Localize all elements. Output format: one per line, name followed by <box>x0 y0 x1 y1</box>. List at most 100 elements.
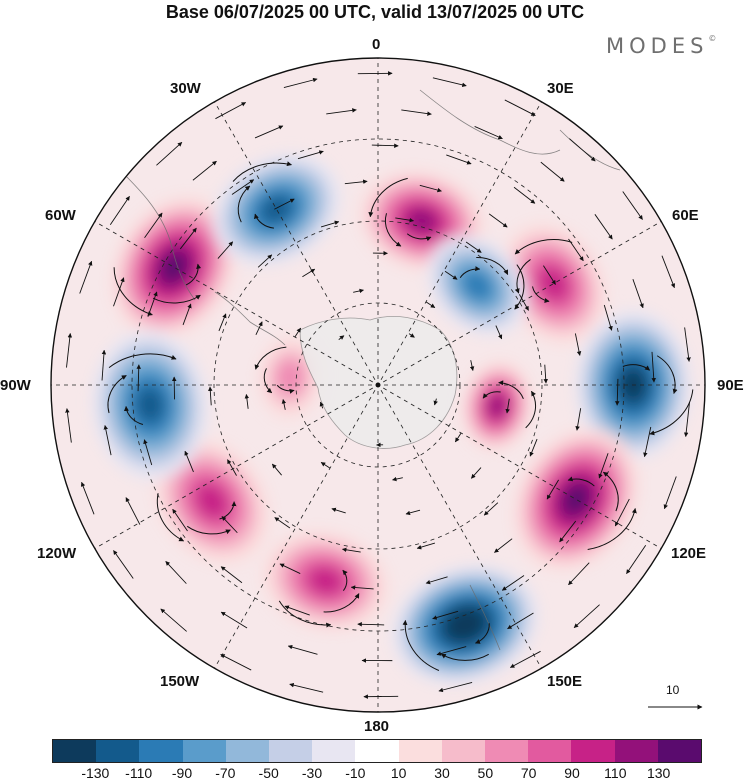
wind-arrow <box>507 612 534 630</box>
lon-label-30e: 30E <box>547 80 574 97</box>
wind-arrow <box>143 439 153 466</box>
circulation-streamline <box>482 391 501 399</box>
wind-arrow <box>350 585 374 590</box>
wind-arrow <box>513 186 536 204</box>
wind-arrow <box>220 611 248 629</box>
lon-label-90w: 90W <box>0 377 31 394</box>
colorbar <box>52 739 702 763</box>
colorbar-swatch <box>225 740 270 762</box>
lon-label-60e: 60E <box>672 207 699 224</box>
wind-arrow <box>66 332 73 368</box>
wind-arrow <box>626 544 647 575</box>
positive-anomaly-contour <box>196 484 228 519</box>
colorbar-tick-label: -50 <box>258 765 279 781</box>
wind-arrow <box>281 399 287 410</box>
circulation-streamline <box>342 569 348 591</box>
wind-arrow <box>444 270 458 280</box>
wind-arrow <box>156 142 183 166</box>
wind-arrow <box>454 432 462 443</box>
circulation-streamline <box>622 364 651 371</box>
circulation-streamline <box>384 213 402 247</box>
wind-arrow <box>357 622 385 627</box>
circulation-streamline <box>156 493 185 542</box>
colorbar-swatch <box>398 740 442 762</box>
wind-arrow <box>543 265 556 285</box>
circulation-streamline <box>186 525 231 535</box>
colorbar-tick-label: 70 <box>520 765 537 781</box>
wind-arrow <box>294 327 302 338</box>
wind-arrow <box>559 520 577 543</box>
wind-arrow <box>279 563 301 574</box>
circulation-streamline <box>602 471 619 512</box>
colorbar-swatch <box>269 740 313 762</box>
negative-anomaly-contour <box>463 271 492 300</box>
wind-arrow <box>501 575 525 591</box>
wind-arrow <box>643 426 652 458</box>
wind-arrow <box>215 102 247 120</box>
circulation-streamline <box>402 619 440 671</box>
colorbar-swatch <box>657 740 702 762</box>
circulation-streamline <box>514 264 525 310</box>
circulation-streamline <box>532 286 550 303</box>
wind-arrow <box>79 260 93 294</box>
positive-anomaly-contour <box>489 395 506 417</box>
wind-arrow <box>344 179 368 185</box>
wind-arrow <box>144 212 163 239</box>
wind-arrow <box>320 461 331 469</box>
wind-arrow <box>494 538 513 553</box>
lon-label-120e: 120E <box>671 545 707 562</box>
wind-arrow <box>221 516 238 534</box>
wind-arrow <box>529 438 538 457</box>
wind-arrow <box>504 99 536 116</box>
wind-arrow <box>218 313 227 332</box>
wind-arrow <box>160 608 187 632</box>
wind-arrow <box>113 277 125 307</box>
colorbar-tick-label: 90 <box>564 765 580 781</box>
colorbar-swatch <box>96 740 140 762</box>
lon-label-150w: 150W <box>160 673 200 690</box>
wind-arrow <box>495 325 503 340</box>
wind-arrow <box>342 547 361 553</box>
wind-arrow <box>575 408 582 431</box>
colorbar-ticks: -130 -110 -90 -70 -50 -30 -10 10 30 50 70 90 110 130 <box>0 765 750 783</box>
circulation-streamline <box>237 185 251 223</box>
colorbar-swatch <box>528 740 572 762</box>
wind-arrow <box>568 562 590 586</box>
wind-arrow <box>408 333 415 338</box>
wind-arrow <box>109 195 130 226</box>
wind-arrow <box>274 517 291 529</box>
wind-arrow <box>220 654 252 671</box>
circulation-streamline <box>440 653 489 661</box>
wind-arrow <box>405 509 421 516</box>
wind-arrow <box>432 77 467 88</box>
wind-arrow <box>227 459 237 476</box>
colorbar-swatch <box>571 740 615 762</box>
wind-arrow <box>425 301 436 309</box>
circulation-streamline <box>254 213 274 229</box>
map-disc <box>51 58 705 712</box>
negative-anomaly-contour <box>136 387 164 423</box>
circulation-streamline <box>254 346 287 370</box>
wind-arrow <box>179 227 197 250</box>
circulation-streamline <box>185 263 202 286</box>
circulation-streamline <box>108 353 177 369</box>
circulation-streamline <box>368 177 408 218</box>
wind-arrow <box>147 291 158 317</box>
wind-arrow <box>103 424 112 456</box>
colorbar-swatch <box>614 740 658 762</box>
wind-arrow <box>425 576 448 585</box>
wind-arrow <box>594 214 613 240</box>
wind-arrow <box>598 453 609 479</box>
anomaly-field <box>91 153 692 685</box>
wind-arrow <box>136 364 141 392</box>
colorbar-swatch <box>441 740 486 762</box>
wind-arrow <box>113 550 134 579</box>
wind-arrow <box>465 241 482 253</box>
negative-anomaly-contour <box>452 614 479 636</box>
positive-anomaly-contour <box>563 485 589 514</box>
wind-arrow <box>172 508 188 532</box>
wind-arrow <box>331 507 346 514</box>
wind-arrow <box>469 360 475 371</box>
wind-arrow <box>661 255 676 289</box>
